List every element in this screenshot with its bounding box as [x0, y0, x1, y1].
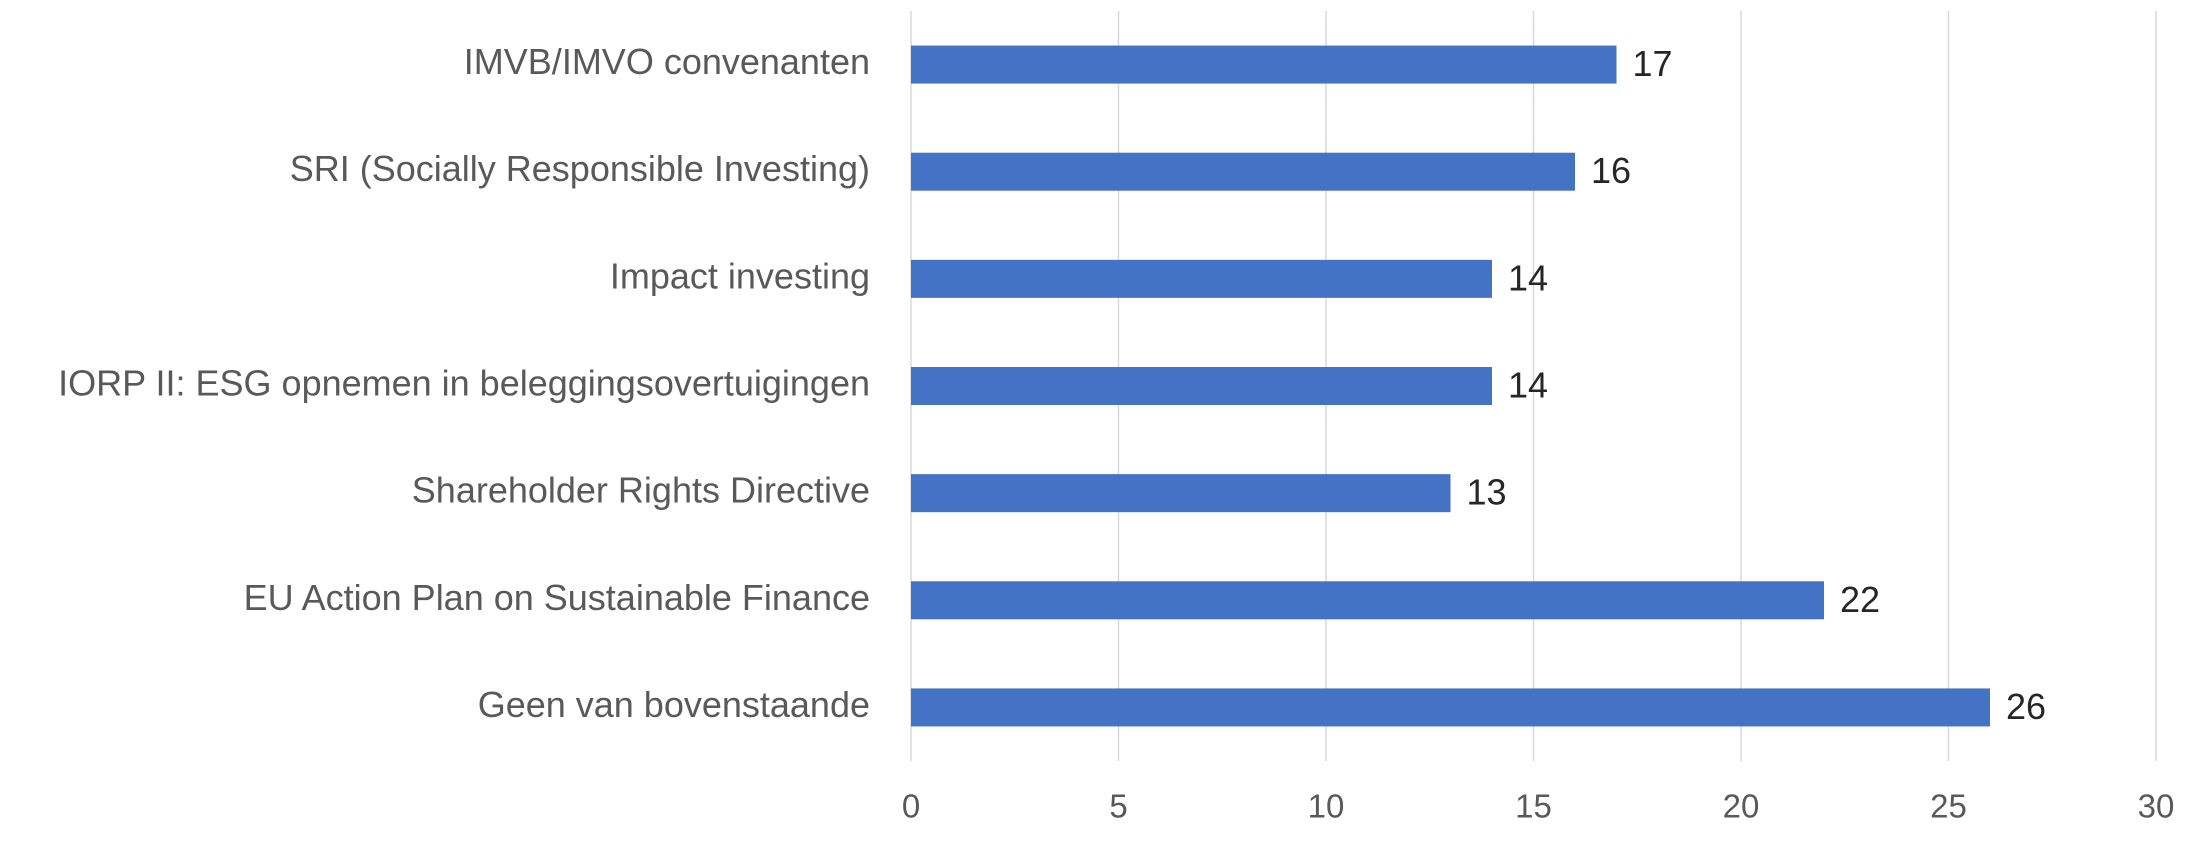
x-tick-label: 30 [2138, 788, 2175, 825]
x-tick-label: 5 [1109, 788, 1127, 825]
y-tick-label: IORP II: ESG opnemen in beleggingsovertu… [58, 363, 870, 404]
y-tick-label: EU Action Plan on Sustainable Finance [244, 577, 870, 618]
value-label: 14 [1508, 365, 1548, 406]
bar [911, 152, 1575, 191]
x-tick-label: 0 [902, 788, 920, 825]
value-label: 17 [1633, 43, 1673, 84]
x-tick-label: 25 [1930, 788, 1967, 825]
bar [911, 45, 1617, 84]
x-tick-label: 20 [1723, 788, 1760, 825]
x-tick-label: 10 [1308, 788, 1345, 825]
y-tick-label: Geen van bovenstaande [478, 684, 870, 725]
bar [911, 367, 1492, 405]
value-label: 26 [2006, 686, 2046, 727]
bar [911, 688, 1990, 727]
y-tick-label: SRI (Socially Responsible Investing) [290, 148, 870, 189]
y-tick-label: Impact investing [610, 255, 870, 296]
value-label: 14 [1508, 257, 1548, 298]
bar [911, 474, 1451, 513]
bar [911, 259, 1492, 298]
x-tick-label: 15 [1515, 788, 1552, 825]
y-tick-label: Shareholder Rights Directive [412, 470, 870, 511]
value-label: 13 [1467, 472, 1507, 513]
value-label: 16 [1591, 150, 1631, 191]
bar [911, 581, 1824, 620]
value-label: 22 [1840, 579, 1880, 620]
y-tick-label: IMVB/IMVO convenanten [464, 41, 870, 82]
